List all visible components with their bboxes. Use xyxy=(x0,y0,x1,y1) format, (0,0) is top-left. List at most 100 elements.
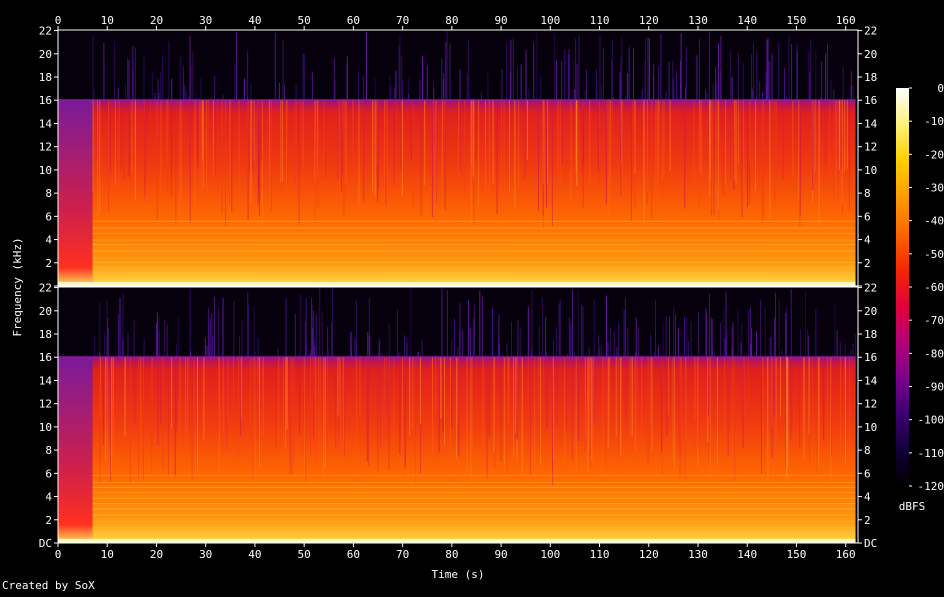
streak xyxy=(658,100,659,171)
hf-spike xyxy=(442,289,443,358)
hf-spike xyxy=(684,317,685,358)
hf-spike xyxy=(672,61,673,100)
streak xyxy=(125,357,126,437)
hf-spike xyxy=(454,318,455,357)
hf-spike xyxy=(408,94,409,100)
hf-spike xyxy=(603,48,604,100)
hf-spike xyxy=(596,70,597,100)
hf-spike xyxy=(600,35,601,100)
streak xyxy=(537,357,538,436)
hf-spike xyxy=(481,92,482,101)
streak xyxy=(195,100,196,205)
x-tick-label: 120 xyxy=(639,548,659,561)
x-tick-label: 40 xyxy=(248,14,261,27)
streak xyxy=(562,100,563,163)
streak xyxy=(192,357,193,480)
streak xyxy=(152,357,153,447)
hf-spike xyxy=(127,57,128,100)
y-tick-label: 20 xyxy=(39,48,52,61)
streak xyxy=(134,357,135,423)
streak xyxy=(605,357,606,469)
hf-spike xyxy=(176,343,177,357)
streak xyxy=(258,357,259,422)
hf-spike xyxy=(470,92,471,101)
hf-spike xyxy=(347,56,348,100)
streak xyxy=(155,100,156,169)
hf-spike xyxy=(732,77,733,101)
hf-spike xyxy=(669,316,670,358)
hf-spike xyxy=(686,317,687,357)
hf-spike xyxy=(168,41,169,100)
y-tick-label: 12 xyxy=(39,141,52,154)
hf-spike xyxy=(286,298,287,358)
streak xyxy=(839,100,840,169)
streak xyxy=(161,100,162,212)
x-tick-label: 130 xyxy=(688,14,708,27)
streak xyxy=(585,357,586,438)
streak xyxy=(661,357,662,452)
y-tick-label: 10 xyxy=(864,421,877,434)
streak xyxy=(630,357,631,445)
colorbar-tick-label: 0 xyxy=(937,82,944,95)
streak xyxy=(324,100,325,197)
x-tick-label: 140 xyxy=(737,548,757,561)
streak xyxy=(412,357,413,429)
hf-spike xyxy=(517,67,518,101)
hf-spike xyxy=(808,52,809,101)
hf-spike xyxy=(699,39,700,101)
streak xyxy=(547,357,548,427)
streak xyxy=(158,357,159,445)
hf-spike xyxy=(553,339,554,357)
colorbar-label: dBFS xyxy=(899,500,926,513)
hf-spike xyxy=(827,44,828,100)
hf-spike xyxy=(242,321,243,358)
hf-spike xyxy=(211,313,212,357)
hf-spike xyxy=(366,32,367,100)
streak xyxy=(673,357,674,461)
streak xyxy=(798,100,799,200)
streak xyxy=(534,357,535,481)
x-tick-label: 100 xyxy=(540,548,560,561)
y-tick-label: 6 xyxy=(864,467,871,480)
streak xyxy=(522,357,523,474)
hf-spike xyxy=(399,46,400,100)
streak xyxy=(566,357,567,429)
hf-spike xyxy=(594,299,595,357)
streak xyxy=(774,100,775,200)
hf-spike xyxy=(669,62,670,100)
hf-spike xyxy=(335,80,336,100)
hf-spike xyxy=(296,85,297,101)
streak xyxy=(292,357,293,476)
x-tick-label: 10 xyxy=(101,14,114,27)
streak xyxy=(162,357,163,470)
colorbar-tick-label: -40 xyxy=(924,215,944,228)
hf-spike xyxy=(825,54,826,101)
x-tick-label: 90 xyxy=(494,14,507,27)
streak xyxy=(356,357,357,483)
streak xyxy=(819,357,820,453)
streak xyxy=(621,357,622,477)
y-tick-label: 18 xyxy=(864,71,877,84)
streak xyxy=(171,100,172,177)
hf-spike xyxy=(162,56,163,100)
streak xyxy=(310,357,311,455)
hf-spike xyxy=(507,343,508,357)
streak xyxy=(829,100,830,201)
streak xyxy=(668,357,669,415)
hf-spike xyxy=(167,325,168,358)
hf-spike xyxy=(158,93,159,101)
streak xyxy=(385,100,386,205)
streak xyxy=(723,100,724,195)
streak xyxy=(610,357,611,451)
streak xyxy=(774,357,775,415)
harmonic-line xyxy=(92,492,855,493)
hf-spike xyxy=(462,330,463,357)
streak xyxy=(514,100,515,206)
hf-spike xyxy=(156,323,157,358)
streak xyxy=(181,100,182,198)
hf-spike xyxy=(807,330,808,358)
hf-spike xyxy=(611,60,612,101)
streak xyxy=(728,357,729,455)
hf-spike xyxy=(712,319,713,357)
hf-spike xyxy=(725,338,726,357)
